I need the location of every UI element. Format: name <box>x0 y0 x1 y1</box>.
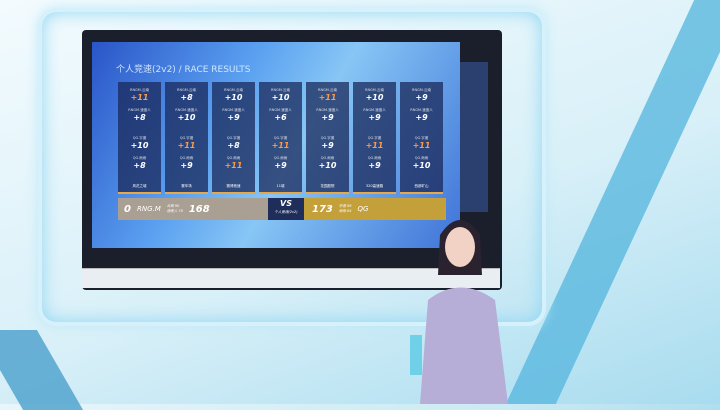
player-name: QG.宇澈 <box>226 136 241 140</box>
race-column: RNGM.云南 +8 RNGM.速度人 +10 QG.宇澈 +11 QG.雨雨 +9 赛车场 <box>165 82 208 194</box>
vs-label: VS <box>280 199 292 208</box>
player-name: RNGM.云南 <box>224 88 243 92</box>
map-name: 赛博竞速 <box>226 184 241 188</box>
player-name: QG.雨雨 <box>320 156 335 160</box>
race-column: RNGM.云南 +10 RNGM.速度人 +9 QG.宇澈 +11 QG.雨雨 +9 320高速… <box>353 82 396 194</box>
right-player-1: 宇澈 89 <box>338 204 352 208</box>
results-title: 个人竞速(2v2) / RACE RESULTS <box>116 65 251 75</box>
map-name: 花园庭院 <box>320 184 335 188</box>
player-name: RNGM.速度人 <box>175 108 198 112</box>
player-name: RNGM.云南 <box>130 88 149 92</box>
points-value: +8 <box>133 161 146 170</box>
left-total: 168 <box>188 203 210 215</box>
player-name: RNGM.云南 <box>412 88 431 92</box>
race-column: RNGM.云南 +9 RNGM.速度人 +9 QG.宇澈 +11 QG.雨雨 +10 西部矿山 <box>400 82 443 194</box>
points-value: +11 <box>365 141 384 150</box>
race-column: RNGM.云南 +10 RNGM.速度人 +6 QG.宇澈 +11 QG.雨雨 +9 11城 <box>259 82 302 194</box>
right-team-name: QG <box>357 205 369 213</box>
left-player-2: 速度人 78 <box>166 209 183 213</box>
map-name: 11城 <box>276 184 285 188</box>
player-name: QG.雨雨 <box>226 156 241 160</box>
points-value: +9 <box>415 113 428 122</box>
player-name: RNGM.速度人 <box>363 108 386 112</box>
points-value: +9 <box>180 161 193 170</box>
team-right: 173 宇澈 89 雨雨 84 QG <box>304 198 446 220</box>
player-name: RNGM.速度人 <box>222 108 245 112</box>
tv-screen: 个人竞速(2v2) / RACE RESULTS RNGM.云南 +11 RNGM.… <box>92 42 460 248</box>
right-player-2: 雨雨 84 <box>338 209 352 213</box>
player-name: RNGM.云南 <box>365 88 384 92</box>
points-value: +11 <box>271 141 290 150</box>
points-value: +10 <box>130 141 149 150</box>
player-name: QG.雨雨 <box>179 156 194 160</box>
left-team-name: RNG.M <box>136 205 161 213</box>
points-value: +11 <box>177 141 196 150</box>
player-name: RNGM.云南 <box>177 88 196 92</box>
points-value: +11 <box>224 161 243 170</box>
left-player-1: 云南 90 <box>166 204 180 208</box>
team-left: 0 RNG.M 云南 90 速度人 78 168 <box>118 198 268 220</box>
points-value: +9 <box>321 141 334 150</box>
map-name: 320高速路 <box>365 184 384 188</box>
player-name: QG.雨雨 <box>414 156 429 160</box>
player-name: QG.雨雨 <box>367 156 382 160</box>
scoreboard: 0 RNG.M 云南 90 速度人 78 168 VS 个人竞速(2v2) 173 … <box>118 198 446 220</box>
vs-block: VS 个人竞速(2v2) <box>268 198 304 220</box>
player-name: RNGM.速度人 <box>269 108 292 112</box>
points-value: +9 <box>274 161 287 170</box>
player-name: RNGM.速度人 <box>128 108 151 112</box>
points-value: +10 <box>412 161 431 170</box>
race-column: RNGM.云南 +10 RNGM.速度人 +9 QG.宇澈 +8 QG.雨雨 +11 赛博竞速 <box>212 82 255 194</box>
player-name: RNGM.速度人 <box>410 108 433 112</box>
points-value: +9 <box>368 113 381 122</box>
player-name: RNGM.云南 <box>271 88 290 92</box>
race-column: RNGM.云南 +11 RNGM.速度人 +9 QG.宇澈 +9 QG.雨雨 +10 花园庭院 <box>306 82 349 194</box>
player-name: QG.宇澈 <box>320 136 335 140</box>
screen-ledge <box>82 268 500 288</box>
points-value: +9 <box>321 113 334 122</box>
player-name: QG.雨雨 <box>132 156 147 160</box>
points-value: +9 <box>368 161 381 170</box>
points-value: +8 <box>227 141 240 150</box>
points-value: +11 <box>130 93 149 102</box>
points-value: +11 <box>412 141 431 150</box>
map-name: 风花之城 <box>132 184 147 188</box>
race-column: RNGM.云南 +11 RNGM.速度人 +8 QG.宇澈 +10 QG.雨雨 +8 风花之城 <box>118 82 161 194</box>
points-value: +8 <box>133 113 146 122</box>
points-value: +11 <box>318 93 337 102</box>
points-value: +6 <box>274 113 287 122</box>
player-name: RNGM.速度人 <box>316 108 339 112</box>
points-value: +9 <box>227 113 240 122</box>
points-value: +10 <box>318 161 337 170</box>
player-name: QG.宇澈 <box>179 136 194 140</box>
host-person <box>410 220 508 404</box>
points-value: +8 <box>180 93 193 102</box>
right-total: 173 <box>312 203 333 215</box>
map-name: 赛车场 <box>181 184 192 188</box>
player-name: QG.宇澈 <box>132 136 147 140</box>
points-value: +10 <box>224 93 243 102</box>
points-value: +9 <box>415 93 428 102</box>
player-name: QG.宇澈 <box>273 136 288 140</box>
mode-label: 个人竞速(2v2) <box>274 210 298 214</box>
player-name: QG.宇澈 <box>414 136 429 140</box>
player-name: QG.雨雨 <box>273 156 288 160</box>
points-value: +10 <box>365 93 384 102</box>
side-panel <box>460 62 488 212</box>
player-name: RNGM.云南 <box>318 88 337 92</box>
map-name: 西部矿山 <box>414 184 429 188</box>
screen-frame <box>38 8 546 326</box>
points-value: +10 <box>271 93 290 102</box>
points-value: +10 <box>177 113 196 122</box>
player-name: QG.宇澈 <box>367 136 382 140</box>
left-series-score: 0 <box>124 203 131 215</box>
